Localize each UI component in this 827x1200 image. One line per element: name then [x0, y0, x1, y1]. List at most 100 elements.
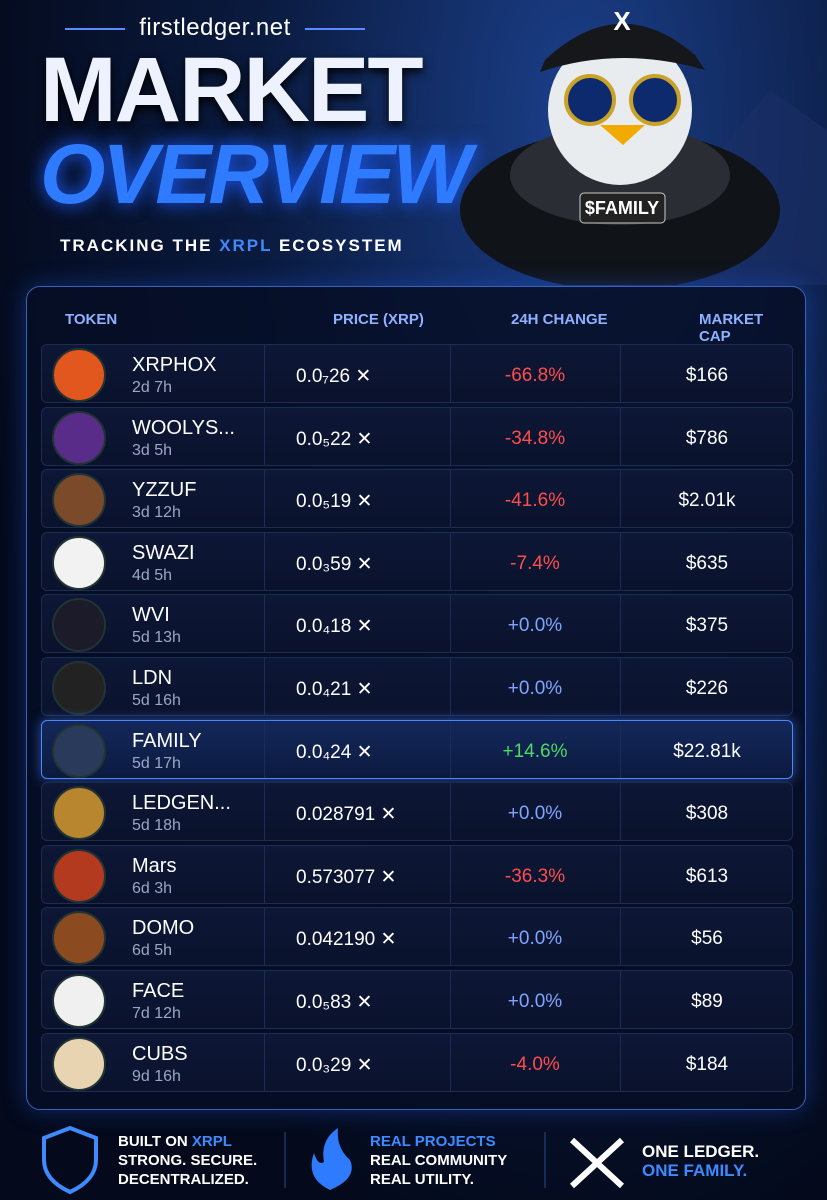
- market-cap: $2.01k: [678, 490, 736, 512]
- site-name: firstledger.net: [40, 14, 390, 42]
- divider: [450, 970, 451, 1028]
- title-bottom: OVERVIEW: [40, 127, 472, 221]
- token-row: YZZUF 3d 12h 0.0₅19 ✕ -41.6% $2.01k: [41, 469, 793, 529]
- change: +0.0%: [507, 990, 563, 1012]
- xrp-icon: ✕: [351, 428, 373, 450]
- token-row: XRPHOX 2d 7h 0.0₇26 ✕ -66.8% $166: [41, 344, 793, 403]
- price: 0.0₄18: [296, 616, 352, 638]
- token-age: 2d 7h: [132, 379, 173, 396]
- flame-icon: [311, 1128, 352, 1190]
- token-name: SWAZI: [132, 541, 195, 564]
- token-row: SWAZI 4d 5h 0.0₃59 ✕ -7.4% $635: [41, 531, 793, 591]
- footer-line: ONE LEDGER.: [642, 1142, 760, 1161]
- tagline-text: TRACKING THE: [60, 236, 213, 255]
- token-row: Mars 6d 3h 0.573077 ✕ -36.3% $613: [41, 844, 793, 904]
- divider: [450, 345, 451, 402]
- lens: [564, 74, 616, 126]
- divider: [620, 970, 621, 1028]
- xrp-icon: ✕: [375, 804, 397, 826]
- token-row: FAMILY 5d 17h 0.0₄24 ✕ +14.6% $22.81k: [41, 719, 793, 779]
- footer-line: REAL COMMUNITY: [370, 1152, 508, 1169]
- footer-line: DECENTRALIZED.: [118, 1171, 249, 1188]
- price: 0.0₃59: [296, 553, 352, 575]
- icons: [42, 1125, 625, 1195]
- token-age: 6d 5h: [132, 942, 173, 960]
- market-cap: $375: [685, 615, 729, 637]
- change: -36.3%: [504, 865, 566, 887]
- divider: [264, 720, 265, 778]
- xrp-icon: ✕: [350, 366, 372, 387]
- token-name: WOOLYS...: [132, 416, 235, 439]
- token-name: CUBS: [132, 1042, 188, 1065]
- divider: [264, 407, 265, 465]
- market-cap: $786: [685, 427, 729, 449]
- xrp-icon: ✕: [351, 1054, 373, 1076]
- price-cell: 0.573077 ✕: [296, 866, 396, 889]
- market-cap: $184: [685, 1053, 729, 1075]
- divider: [264, 345, 265, 402]
- divider: [450, 470, 451, 528]
- divider: [620, 470, 621, 528]
- token-name: YZZUF: [132, 479, 197, 502]
- market-cap: $308: [685, 803, 729, 825]
- token-avatar: [52, 473, 106, 528]
- price: 0.0₅19: [296, 491, 352, 513]
- header: firstledger.net MARKET OVERVIEW TRACKING…: [40, 14, 472, 256]
- token-row: DOMO 6d 5h 0.042190 ✕ +0.0% $56: [41, 907, 793, 967]
- divider: [620, 908, 621, 966]
- divider: [620, 720, 621, 778]
- divider: [264, 783, 265, 841]
- footer-title-part: BUILT ON: [118, 1133, 188, 1150]
- divider: [450, 845, 451, 903]
- divider: [264, 595, 265, 653]
- token-avatar: [52, 598, 106, 653]
- change: +14.6%: [502, 740, 568, 762]
- price: 0.042190: [296, 929, 376, 951]
- divider: [264, 532, 265, 590]
- price-cell: 0.0₃59 ✕: [296, 553, 373, 576]
- table-header: TOKEN PRICE (XRP) 24H CHANGE MARKET CAP: [41, 301, 793, 345]
- price-cell: 0.0₅19 ✕: [296, 490, 372, 513]
- xrp-icon: ✕: [351, 553, 373, 575]
- token-age: 5d 13h: [132, 629, 181, 647]
- table-body: XRPHOX 2d 7h 0.0₇26 ✕ -66.8% $166 WOOLYS... 3d…: [41, 344, 793, 1095]
- divider: [450, 407, 451, 465]
- change: -34.8%: [504, 427, 566, 449]
- divider: [620, 532, 621, 590]
- token-avatar: [52, 535, 106, 590]
- market-cap: $166: [685, 365, 729, 386]
- token-name: DOMO: [132, 917, 195, 940]
- token-avatar: [52, 786, 106, 841]
- token-name: LEDGEN...: [132, 792, 231, 815]
- xrp-icon: ✕: [351, 741, 373, 763]
- divider: [450, 720, 451, 778]
- footer-block: ONE LEDGER. ONE FAMILY.: [642, 1142, 759, 1180]
- lens: [629, 74, 681, 126]
- token-row: WVI 5d 13h 0.0₄18 ✕ +0.0% $375: [41, 594, 793, 654]
- footer-title: BUILT ON XRPL: [118, 1132, 257, 1151]
- divider: [450, 657, 451, 715]
- column-header: PRICE (XRP): [333, 311, 424, 328]
- cap-logo: X: [613, 6, 631, 36]
- footer-line: REAL UTILITY.: [370, 1171, 474, 1188]
- price-cell: 0.0₅22 ✕: [296, 428, 372, 451]
- tagline-text: ECOSYSTEM: [278, 236, 404, 255]
- change: +0.0%: [507, 615, 563, 637]
- token-row: FACE 7d 12h 0.0₅83 ✕ +0.0% $89: [41, 969, 793, 1029]
- footer-line: ONE FAMILY.: [642, 1161, 748, 1180]
- price-cell: 0.0₄18 ✕: [296, 615, 373, 638]
- xrp-icon: ✕: [375, 866, 397, 888]
- divider: [620, 345, 621, 402]
- footer: BUILT ON XRPL STRONG. SECURE. DECENTRALIZE…: [0, 1118, 827, 1200]
- xrp-icon: ✕: [375, 929, 397, 951]
- token-row: WOOLYS... 3d 5h 0.0₅22 ✕ -34.8% $786: [41, 406, 793, 466]
- divider: [450, 595, 451, 653]
- market-cap: $613: [685, 865, 729, 887]
- token-row: LEDGEN... 5d 18h 0.028791 ✕ +0.0% $308: [41, 782, 793, 842]
- change: +0.0%: [507, 803, 563, 825]
- token-name: FACE: [132, 979, 185, 1002]
- column-header: MARKET CAP: [699, 311, 764, 345]
- market-cap: $56: [691, 928, 723, 950]
- token-age: 9d 16h: [132, 1067, 181, 1085]
